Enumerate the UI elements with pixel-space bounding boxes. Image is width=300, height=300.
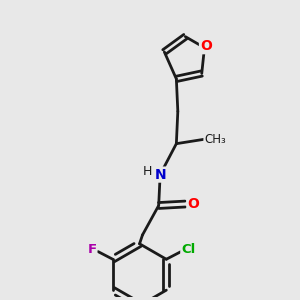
Text: O: O [200,39,212,53]
Text: N: N [154,168,166,182]
Text: F: F [87,243,96,256]
Text: H: H [143,165,152,178]
Text: O: O [188,197,200,211]
Text: CH₃: CH₃ [204,133,226,146]
Text: Cl: Cl [181,243,196,256]
